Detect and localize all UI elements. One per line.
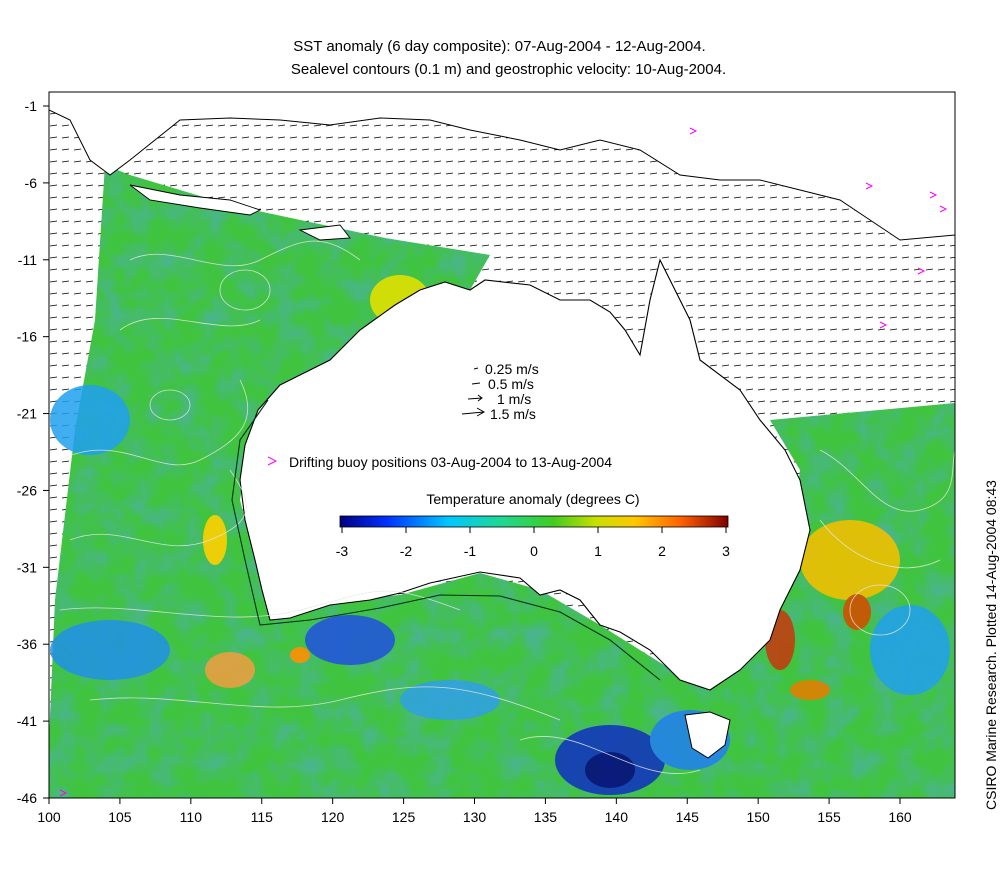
colorbar-tick-label: 3 <box>722 543 730 559</box>
y-tick-label: -11 <box>18 252 37 268</box>
buoy-legend-label: Drifting buoy positions 03-Aug-2004 to 1… <box>289 454 612 470</box>
colorbar-tick-label: 2 <box>658 543 666 559</box>
y-tick-label: -21 <box>17 406 37 422</box>
sealevel-contours <box>59 240 955 775</box>
x-tick-label: 140 <box>605 809 629 825</box>
y-axis: -1 -6 -11 -16 -21 -26 -31 -36 -41 -46 <box>17 98 49 806</box>
x-tick-label: 135 <box>534 809 558 825</box>
velocity-legend-label-3: 1.5 m/s <box>490 406 536 422</box>
java-island <box>129 184 262 216</box>
y-tick-label: -31 <box>17 559 37 575</box>
y-tick-label: -6 <box>25 175 38 191</box>
x-tick-label: 130 <box>463 809 487 825</box>
australia-landmass <box>239 258 811 691</box>
velocity-legend-label-0: 0.25 m/s <box>485 361 539 377</box>
colorbar-tick-label: 1 <box>594 543 602 559</box>
x-tick-label: 105 <box>108 809 132 825</box>
colorbar: Temperature anomaly (degrees C) -3 -2 -1 0 1… <box>336 491 730 559</box>
colorbar-tick-label: -1 <box>464 543 477 559</box>
cold-anomaly-patches <box>50 385 950 795</box>
y-tick-label: -36 <box>17 636 37 652</box>
x-tick-label: 125 <box>392 809 416 825</box>
y-tick-label: -41 <box>17 713 37 729</box>
x-tick-label: 145 <box>676 809 700 825</box>
map-title-line-1: SST anomaly (6 day composite): 07-Aug-20… <box>293 38 706 55</box>
colorbar-ramp <box>339 515 729 528</box>
colorbar-tick-label: -2 <box>400 543 413 559</box>
map-title-line-2: Sealevel contours (0.1 m) and geostrophi… <box>290 61 727 78</box>
colorbar-tick-label: 0 <box>530 543 538 559</box>
buoy-marker-icon <box>267 456 278 466</box>
velocity-legend: 0.25 m/s 0.5 m/s 1 m/s 1.5 m/s <box>461 361 539 422</box>
x-tick-label: 160 <box>888 809 912 825</box>
buoy-markers <box>59 127 948 797</box>
x-tick-label: 115 <box>251 809 274 825</box>
colorbar-title: Temperature anomaly (degrees C) <box>426 491 639 507</box>
colorbar-tick-label: -3 <box>336 543 349 559</box>
x-tick-label: 100 <box>37 809 61 825</box>
indonesia-png-landmass <box>49 92 955 241</box>
buoy-legend: Drifting buoy positions 03-Aug-2004 to 1… <box>267 454 612 470</box>
y-tick-label: -26 <box>17 482 37 498</box>
velocity-legend-label-2: 1 m/s <box>497 391 531 407</box>
y-tick-label: -46 <box>17 790 37 806</box>
x-tick-label: 150 <box>746 809 770 825</box>
y-tick-label: -16 <box>17 329 37 345</box>
colorbar-ticks: -3 -2 -1 0 1 2 3 <box>336 527 730 559</box>
x-tick-label: 110 <box>180 809 203 825</box>
shelf-break-line <box>231 399 661 681</box>
velocity-legend-label-1: 0.5 m/s <box>488 376 534 392</box>
timor-island <box>298 224 351 241</box>
x-tick-label: 155 <box>817 809 841 825</box>
map-frame <box>48 91 956 799</box>
y-tick-label: -1 <box>25 98 38 114</box>
credit-text: CSIRO Marine Research. Plotted 14-Aug-20… <box>983 480 999 810</box>
x-tick-label: 120 <box>321 809 345 825</box>
x-axis: 100 105 110 115 120 125 130 135 140 145 150 155 160 <box>37 798 912 825</box>
tasmania-landmass <box>684 711 731 759</box>
